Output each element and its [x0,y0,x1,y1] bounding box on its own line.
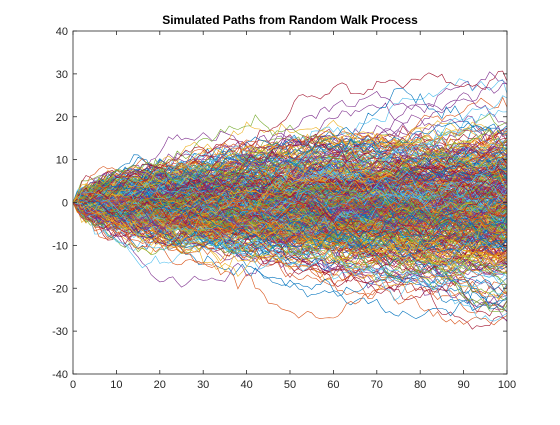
series-line [72,176,508,244]
series-line [72,163,508,205]
series-line [72,147,508,218]
series-line [72,184,508,266]
series-line [72,166,508,229]
series-line [72,202,508,305]
x-tick-label: 30 [197,379,209,391]
series-line [72,125,508,235]
series-line [72,126,508,217]
series-line [72,153,508,269]
series-line [72,198,508,254]
series-line [72,137,508,204]
y-tick-label: 40 [56,26,68,38]
x-tick-label: 80 [414,379,426,391]
series-line [72,122,508,220]
series-line [72,158,508,203]
series-line [72,192,508,258]
y-tick-label: 10 [56,155,68,167]
series-line [72,192,508,259]
series-line [72,70,508,214]
series-line [72,200,508,275]
series-line [72,188,508,234]
series-line [72,200,508,326]
series-line [72,128,508,213]
chart-title: Simulated Paths from Random Walk Process [162,13,418,27]
series-line [72,160,508,231]
y-tick-label: 0 [62,198,68,210]
x-tick-label: 0 [70,379,76,391]
series-line [72,199,508,240]
y-tick-label: -20 [52,283,68,295]
series-paths [72,70,508,330]
y-tick-label: 20 [56,112,68,124]
series-line [72,157,508,232]
series-line [72,200,508,301]
x-tick-label: 50 [284,379,296,391]
series-line [72,181,508,234]
series-line [72,202,508,272]
x-tick-label: 60 [327,379,339,391]
y-tick-label: -30 [52,326,68,338]
x-tick-label: 40 [240,379,252,391]
series-line [72,129,508,203]
series-line [72,160,508,241]
x-tick-label: 10 [110,379,122,391]
series-line [72,189,508,227]
series-line [72,201,508,300]
series-line [72,171,508,221]
x-tick-label: 100 [498,379,516,391]
y-tick-label: -40 [52,369,68,381]
series-line [72,127,508,215]
x-tick-label: 70 [371,379,383,391]
series-line [72,138,508,217]
x-axis: 0 10 20 30 40 50 60 70 80 90 100 [70,31,516,391]
series-line [72,149,508,205]
series-line [72,185,508,238]
series-line [72,157,508,219]
series-line [72,152,508,215]
series-line [72,179,508,225]
series-line [72,202,508,320]
y-tick-label: 30 [56,69,68,81]
x-tick-label: 20 [154,379,166,391]
x-tick-label: 90 [457,379,469,391]
series-line [72,202,508,272]
series-line [72,196,508,266]
series-line [72,170,508,224]
y-axis: -40 -30 -20 -10 0 10 20 30 40 [52,26,507,381]
series-line [72,194,508,239]
series-line [72,174,508,223]
y-tick-label: -10 [52,240,68,252]
series-line [72,198,508,251]
series-line [72,202,508,267]
